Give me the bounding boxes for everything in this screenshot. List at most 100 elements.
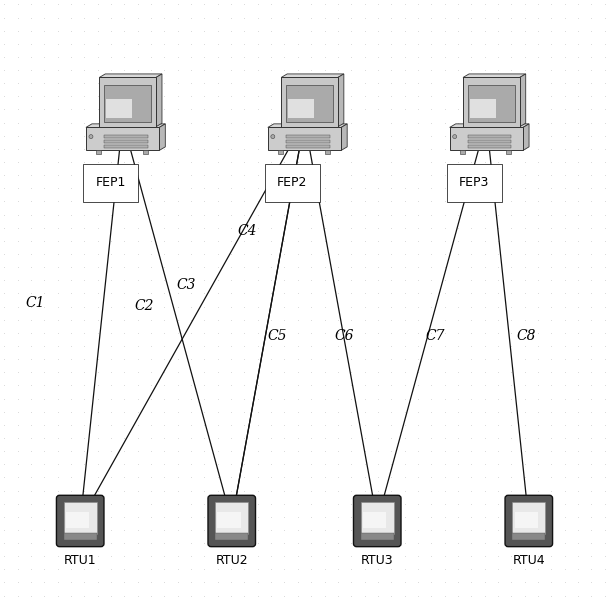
Point <box>333 249 343 259</box>
Point <box>320 473 329 482</box>
Point <box>119 170 129 180</box>
Point <box>186 578 196 587</box>
Point <box>506 525 516 535</box>
Point <box>333 157 343 167</box>
Point <box>400 315 409 325</box>
Point <box>133 538 143 548</box>
Point <box>53 407 63 416</box>
Point <box>586 104 596 114</box>
Point <box>293 512 303 521</box>
Point <box>213 223 223 233</box>
Point <box>213 302 223 311</box>
Point <box>160 486 169 496</box>
Point <box>560 65 569 75</box>
Point <box>466 131 476 140</box>
Point <box>506 473 516 482</box>
Polygon shape <box>160 124 165 151</box>
Point <box>466 262 476 272</box>
FancyBboxPatch shape <box>96 151 101 154</box>
Point <box>93 512 103 521</box>
Point <box>519 104 529 114</box>
Point <box>426 578 436 587</box>
Point <box>533 565 543 574</box>
Point <box>227 551 236 561</box>
Point <box>280 197 289 206</box>
Point <box>306 302 316 311</box>
Point <box>400 92 409 101</box>
Point <box>480 407 490 416</box>
Point <box>573 486 583 496</box>
Point <box>13 223 23 233</box>
Point <box>266 236 276 245</box>
Point <box>347 223 356 233</box>
Point <box>480 26 490 35</box>
Point <box>480 79 490 88</box>
Point <box>333 131 343 140</box>
FancyBboxPatch shape <box>449 127 523 151</box>
Point <box>360 565 370 574</box>
FancyBboxPatch shape <box>460 151 465 154</box>
Point <box>466 380 476 390</box>
Point <box>213 249 223 259</box>
Point <box>227 131 236 140</box>
Point <box>360 289 370 298</box>
Point <box>440 223 449 233</box>
Point <box>133 26 143 35</box>
Point <box>493 13 503 22</box>
Point <box>106 433 116 443</box>
Point <box>480 249 490 259</box>
Point <box>466 275 476 285</box>
Point <box>546 525 556 535</box>
Point <box>200 184 209 193</box>
Point <box>506 0 516 9</box>
Point <box>26 26 36 35</box>
Point <box>119 341 129 351</box>
FancyBboxPatch shape <box>104 134 147 138</box>
Point <box>160 13 169 22</box>
Point <box>227 341 236 351</box>
Point <box>466 578 476 587</box>
Point <box>280 394 289 403</box>
Point <box>440 0 449 9</box>
Point <box>119 144 129 154</box>
Point <box>66 512 76 521</box>
Point <box>160 341 169 351</box>
Point <box>493 184 503 193</box>
Point <box>573 131 583 140</box>
Point <box>480 433 490 443</box>
Point <box>600 39 609 49</box>
Point <box>200 394 209 403</box>
Point <box>493 315 503 325</box>
Point <box>213 104 223 114</box>
Point <box>320 39 329 49</box>
Point <box>573 52 583 62</box>
Point <box>253 407 262 416</box>
Point <box>119 262 129 272</box>
Point <box>53 355 63 364</box>
Point <box>66 525 76 535</box>
Point <box>413 92 423 101</box>
Point <box>266 262 276 272</box>
Point <box>453 52 463 62</box>
Point <box>373 26 382 35</box>
Point <box>213 328 223 338</box>
Point <box>560 249 569 259</box>
Point <box>253 197 262 206</box>
Point <box>266 551 276 561</box>
Point <box>26 223 36 233</box>
Point <box>533 118 543 127</box>
Point <box>413 236 423 245</box>
Point <box>227 578 236 587</box>
Point <box>119 52 129 62</box>
Point <box>80 486 90 496</box>
Point <box>0 26 9 35</box>
Point <box>106 65 116 75</box>
Point <box>347 578 356 587</box>
Point <box>53 210 63 220</box>
Point <box>293 578 303 587</box>
Point <box>573 407 583 416</box>
Point <box>519 131 529 140</box>
Point <box>453 394 463 403</box>
Point <box>400 79 409 88</box>
FancyBboxPatch shape <box>215 502 248 534</box>
